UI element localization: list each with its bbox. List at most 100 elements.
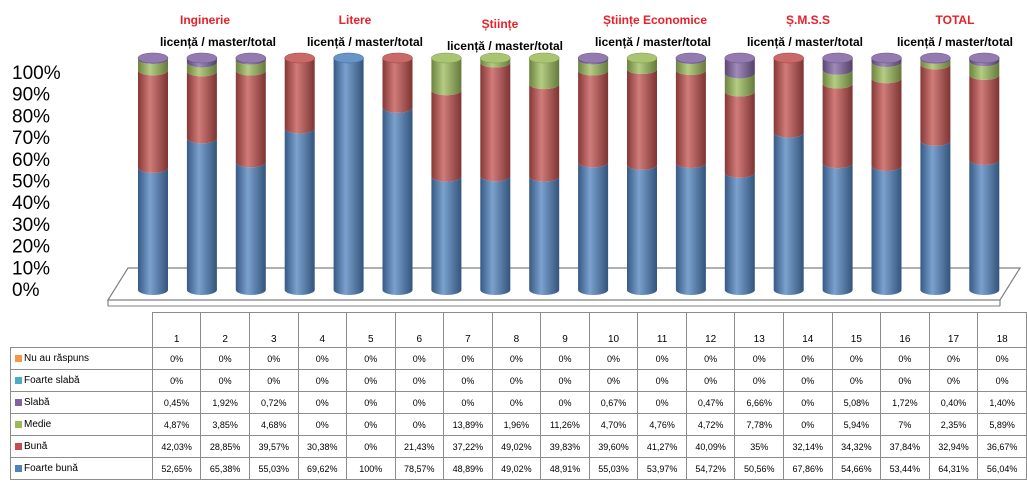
data-label: 42,03% <box>151 435 202 458</box>
data-label: 0% <box>831 369 882 392</box>
bar-segment <box>578 59 609 76</box>
data-label: 4,70% <box>588 413 639 436</box>
data-label: 0% <box>346 413 396 436</box>
bar-stack <box>577 52 609 295</box>
data-label: 37,22% <box>443 435 493 458</box>
data-label: 35% <box>734 435 784 458</box>
data-label: 39,57% <box>248 435 299 458</box>
data-label: 0% <box>248 347 299 370</box>
bar-segment <box>186 71 217 144</box>
group-title: Inginerie <box>180 13 230 27</box>
category-label: 18 <box>977 312 1027 348</box>
bar-stack <box>871 52 902 295</box>
bar-top-cap <box>871 52 902 64</box>
data-label: 48,91% <box>540 457 590 480</box>
series-legend-label: Slabă <box>10 391 153 414</box>
bar-top-cap <box>822 52 853 64</box>
data-label: 0% <box>637 369 687 392</box>
bar-stack <box>773 52 804 295</box>
bar-stack <box>920 52 951 295</box>
chart-floor <box>106 267 1022 307</box>
group-title: Litere <box>339 13 372 27</box>
bar-top-cap <box>333 52 364 64</box>
data-label: 30,38% <box>297 435 348 458</box>
bar-stack <box>382 52 413 296</box>
bar-segment <box>969 74 1000 165</box>
data-label: 54,72% <box>685 457 736 480</box>
data-label: 4,76% <box>637 413 687 436</box>
bar-top-cap <box>969 52 1000 64</box>
data-label: 0% <box>443 369 493 392</box>
category-label: 14 <box>783 312 833 348</box>
data-label: 49,02% <box>491 457 542 480</box>
bar-top-cap <box>431 52 462 64</box>
group-subtitle: licență / master/total <box>897 35 1013 49</box>
bar-stack <box>675 52 707 295</box>
bar-stack <box>969 52 1000 295</box>
data-label: 67,86% <box>783 457 833 480</box>
data-label: 0% <box>540 391 590 414</box>
bar-top-cap <box>284 52 315 64</box>
bar-segment <box>529 58 560 90</box>
data-label: 28,85% <box>200 435 250 458</box>
data-label: 0% <box>443 391 493 414</box>
data-label: 5,94% <box>831 413 882 436</box>
legend-key <box>15 398 22 406</box>
bar-stack <box>137 52 169 295</box>
category-label: 16 <box>880 312 930 348</box>
y-tick-label: 10% <box>12 258 50 279</box>
bar-segment <box>578 58 609 65</box>
data-label: 13,89% <box>443 413 493 436</box>
bar-segment <box>627 69 657 170</box>
table-row: Nu au răspuns 0% 0% 0% 0% 0% 0% 0% 0% 0% 0% 0% 0% 0% 0… <box>10 347 1027 370</box>
bar-segment <box>724 73 755 97</box>
data-label: 100% <box>346 457 396 480</box>
bar-segment <box>627 164 657 295</box>
bar-stack <box>431 52 462 295</box>
data-label: 50,56% <box>734 457 784 480</box>
data-label: 0% <box>443 347 493 370</box>
bar-segment <box>186 58 217 68</box>
data-label: 0% <box>151 369 202 392</box>
table-row: Foarte bună 52,65% 65,38% 55,03% 69,62% 100% 7… <box>10 457 1027 480</box>
bar-segment <box>284 128 315 295</box>
y-tick-label: 80% <box>12 106 50 127</box>
legend-key <box>15 420 22 428</box>
category-label: 4 <box>297 312 348 348</box>
bar-segment <box>138 167 168 295</box>
data-label: 78,57% <box>394 457 445 480</box>
group-subtitle: licență / master/total <box>747 35 863 49</box>
category-label: 2 <box>200 312 250 348</box>
data-label: 40,09% <box>685 435 736 458</box>
bar-segment <box>480 176 511 295</box>
data-label: 0% <box>880 347 930 370</box>
data-label: 0% <box>783 413 833 436</box>
bar-segment <box>578 162 609 295</box>
bar-segment <box>871 166 902 295</box>
bar-segment <box>529 176 560 295</box>
data-label: 11,26% <box>540 413 590 436</box>
bar-segment <box>871 61 902 84</box>
bar-top-cap <box>235 52 267 64</box>
y-tick-label: 70% <box>12 128 50 149</box>
data-label: 54,66% <box>831 457 882 480</box>
data-label: 0% <box>491 347 542 370</box>
bar-segment <box>382 58 413 113</box>
data-label: 49,02% <box>491 435 542 458</box>
data-label: 0% <box>297 369 348 392</box>
data-label: 0% <box>491 369 542 392</box>
data-label: 0% <box>394 391 445 414</box>
data-label: 0% <box>783 369 833 392</box>
series-legend-label: Medie <box>10 413 153 436</box>
data-label: 36,67% <box>977 435 1027 458</box>
bar-segment <box>529 84 560 182</box>
bar-top-cap <box>382 52 413 64</box>
group-title: Științe <box>482 17 519 31</box>
data-label: 0% <box>248 369 299 392</box>
data-label: 7% <box>880 413 930 436</box>
category-label: 15 <box>831 312 882 348</box>
bar-segment <box>969 58 1000 67</box>
y-tick-label: 60% <box>12 150 50 171</box>
data-label: 21,43% <box>394 435 445 458</box>
bar-segment <box>431 176 462 295</box>
